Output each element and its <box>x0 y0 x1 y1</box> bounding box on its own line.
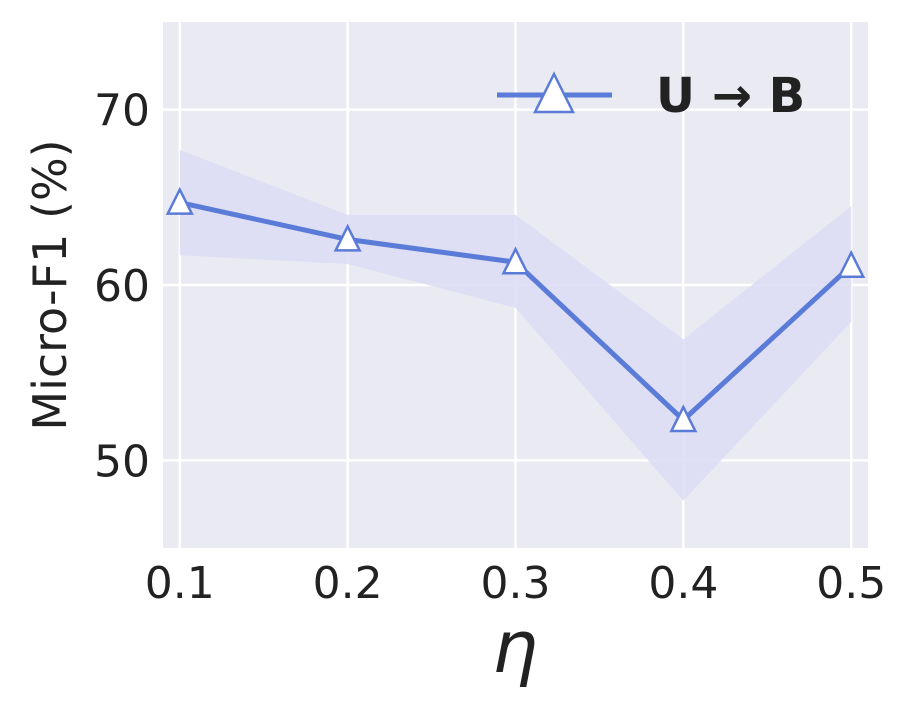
y-tick-label: 70 <box>94 86 150 137</box>
x-axis-label: η <box>492 605 538 689</box>
x-tick-label: 0.5 <box>816 558 886 609</box>
y-tick-label: 60 <box>94 261 150 312</box>
y-axis-label: Micro-F1 (%) <box>23 139 77 430</box>
x-tick-label: 0.1 <box>145 558 215 609</box>
data-point-marker <box>165 186 194 215</box>
y-tick-label: 50 <box>94 436 150 487</box>
x-tick-labels: 0.1 0.2 0.3 0.4 0.5 <box>145 558 886 609</box>
legend: U → B <box>497 68 805 124</box>
x-tick-label: 0.3 <box>481 558 551 609</box>
y-tick-labels: 50 60 70 <box>94 86 150 488</box>
x-tick-label: 0.2 <box>313 558 383 609</box>
series-markers <box>165 186 866 433</box>
legend-label: U → B <box>656 68 805 124</box>
data-point-marker <box>333 223 362 252</box>
data-point-marker <box>501 246 530 275</box>
x-tick-label: 0.4 <box>648 558 718 609</box>
data-point-marker <box>837 249 866 278</box>
legend-triangle-marker <box>532 71 576 114</box>
data-point-marker <box>669 404 698 433</box>
